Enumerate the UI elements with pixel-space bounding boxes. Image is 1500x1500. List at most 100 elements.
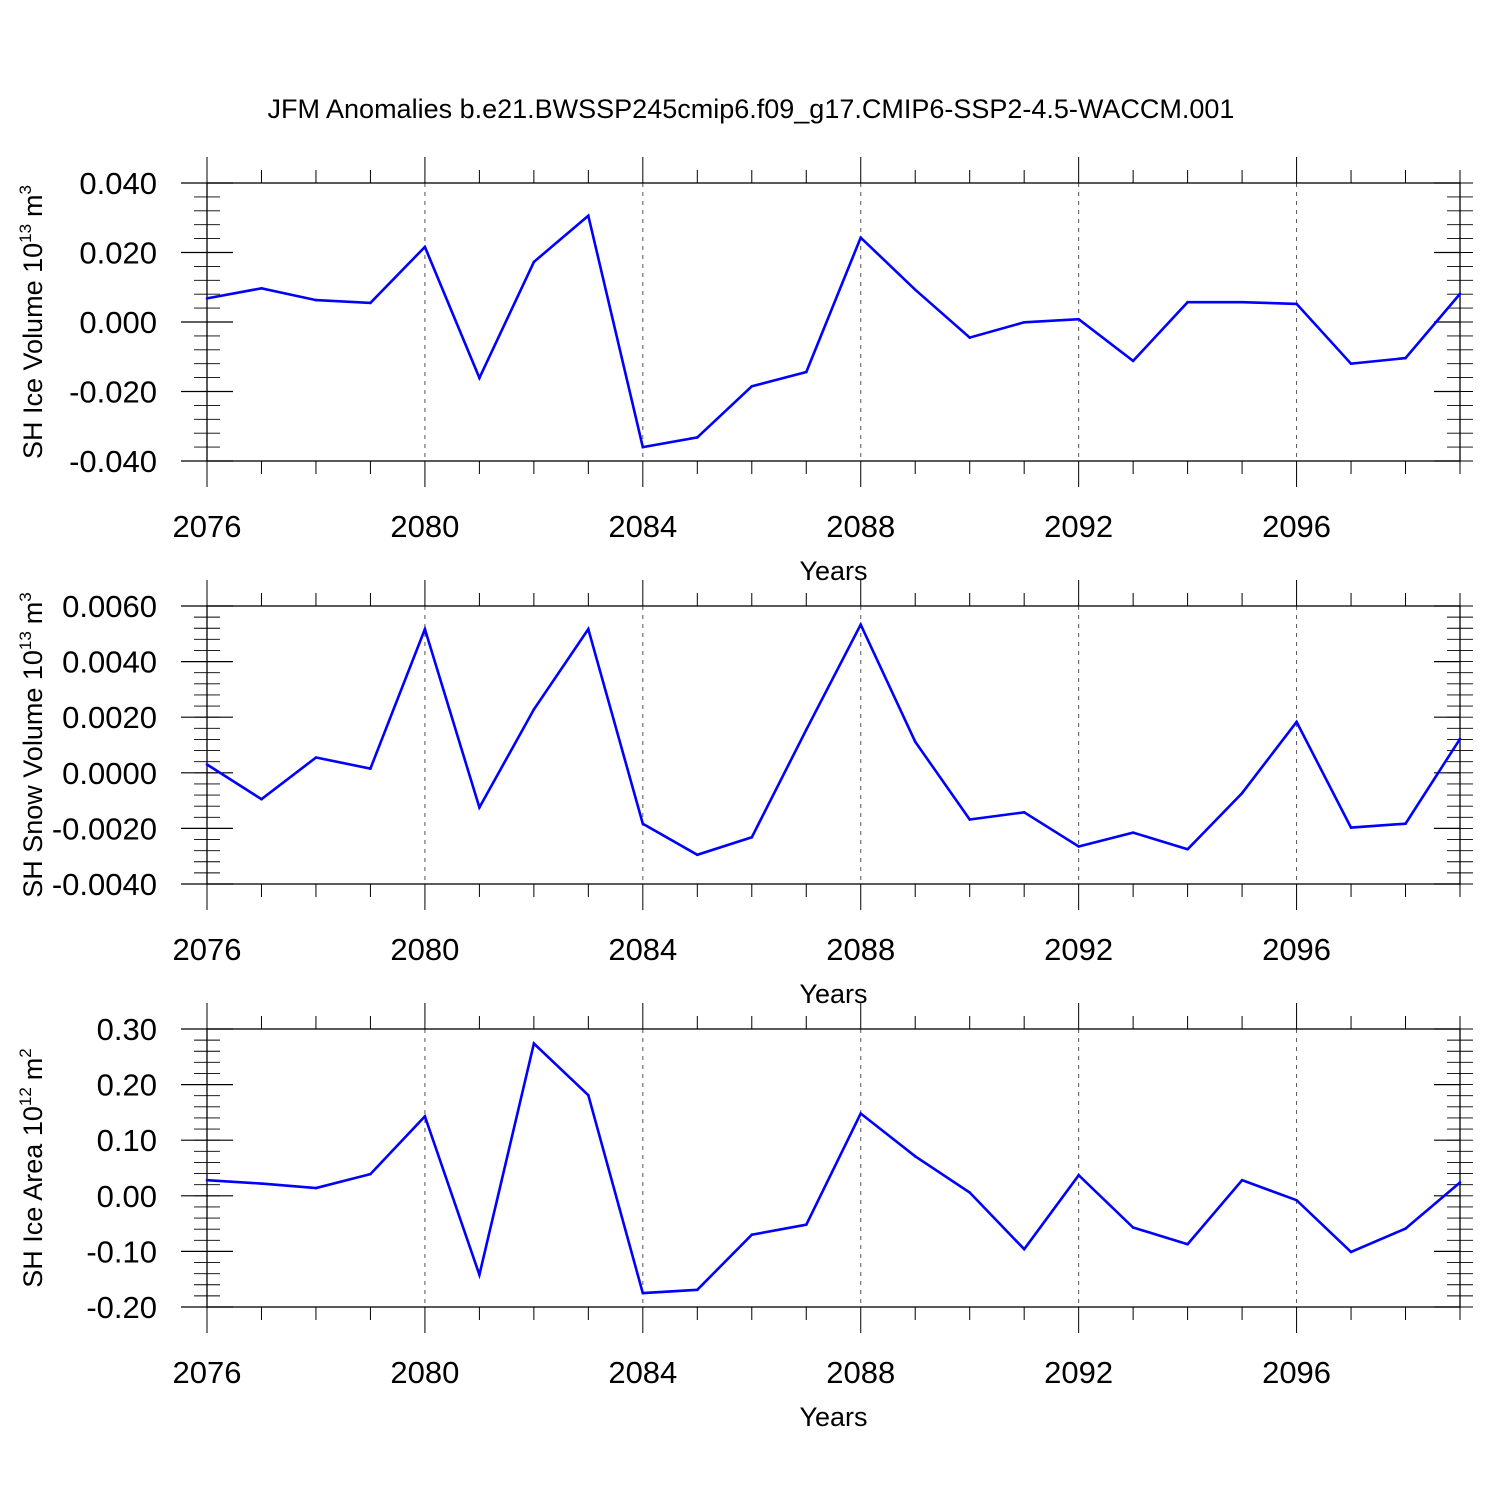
panel-snow-volume: -0.0040 -0.0020 0.0000 0.0020 0.0040 0.0060 20… <box>16 580 1473 1009</box>
data-point <box>260 286 263 290</box>
series-line <box>206 1040 1461 1295</box>
x-tick-label: 2096 <box>1262 509 1331 544</box>
data-point <box>859 623 863 626</box>
data-point <box>1131 831 1135 834</box>
y-tick-label: 0.0020 <box>62 700 157 735</box>
data-point <box>369 301 372 305</box>
y-axis-label-unit-exponent: 3 <box>16 185 35 194</box>
y-tick-label: 0.0060 <box>62 589 157 624</box>
data-point <box>1458 1181 1462 1184</box>
y-axis-label: SH Snow Volume 1013 m3 <box>16 592 48 898</box>
data-point <box>587 1093 590 1097</box>
y-axis-label: SH Ice Volume 1013 m3 <box>16 185 48 459</box>
data-point <box>696 853 699 857</box>
data-point <box>1404 356 1407 360</box>
panel-ice-volume: -0.040 -0.020 0.000 0.020 0.040 2076 2080 2084 2… <box>16 157 1473 586</box>
data-point <box>859 236 863 239</box>
y-tick-label: 0.020 <box>79 236 157 271</box>
data-point <box>696 436 699 439</box>
x-tick-label: 2088 <box>826 932 895 967</box>
data-point <box>913 1155 917 1158</box>
plot-frame <box>206 182 1461 462</box>
x-axis-label: Years <box>799 1402 867 1432</box>
data-point <box>750 835 754 839</box>
data-point <box>968 818 971 821</box>
x-tick-label: 2092 <box>1044 509 1113 544</box>
data-point <box>968 1191 971 1194</box>
y-axis-label-exponent: 12 <box>16 1087 35 1106</box>
data-point <box>423 245 427 249</box>
x-tick-label: 2096 <box>1262 1355 1331 1390</box>
y-tick-label: 0.20 <box>97 1068 157 1103</box>
data-point <box>1131 359 1135 363</box>
data-point <box>804 1223 808 1227</box>
data-point <box>369 1172 372 1176</box>
data-point <box>641 822 645 825</box>
data-point <box>1186 300 1189 304</box>
data-point <box>478 806 481 809</box>
x-axis-label: Years <box>799 979 867 1009</box>
data-point <box>1022 1247 1026 1251</box>
data-point <box>423 1114 427 1118</box>
data-point <box>205 297 209 300</box>
y-tick-label: 0.000 <box>79 305 157 340</box>
y-tick-label: 0.040 <box>79 166 157 201</box>
figure-title: JFM Anomalies b.e21.BWSSP245cmip6.f09_g1… <box>268 94 1235 124</box>
y-tick-label: 0.0040 <box>62 645 157 680</box>
y-tick-label: -0.020 <box>69 375 157 410</box>
data-point <box>1295 720 1298 724</box>
data-point <box>641 445 645 449</box>
x-tick-label: 2084 <box>608 509 677 544</box>
data-point <box>1186 847 1189 851</box>
data-point <box>532 260 536 264</box>
y-tick-label: 0.10 <box>97 1123 157 1158</box>
data-point <box>205 763 209 766</box>
panel-ice-area: -0.20 -0.10 0.00 0.10 0.20 0.30 2076 2080 2084 20… <box>16 1003 1473 1432</box>
data-point <box>1077 1173 1080 1177</box>
data-point <box>1404 1227 1407 1230</box>
data-point <box>804 728 808 732</box>
y-axis-label-exponent: 13 <box>16 224 35 243</box>
x-tick-label: 2096 <box>1262 932 1331 967</box>
data-point <box>1404 822 1407 825</box>
data-point <box>205 1178 209 1182</box>
x-tick-label: 2080 <box>390 509 459 544</box>
data-point <box>1295 302 1298 306</box>
data-point <box>1458 737 1462 741</box>
y-tick-label: -0.0040 <box>52 867 157 902</box>
y-axis-label-unit-exponent: 2 <box>16 1048 35 1057</box>
data-point <box>641 1291 645 1295</box>
y-axis-label-text: SH Ice Volume 10 <box>18 243 48 459</box>
data-point <box>1186 1242 1189 1246</box>
data-point <box>1131 1226 1135 1229</box>
x-tick-label: 2076 <box>173 509 242 544</box>
data-point <box>1240 791 1244 795</box>
data-point <box>859 1112 863 1115</box>
data-point <box>369 767 372 770</box>
y-tick-label: -0.040 <box>69 444 157 479</box>
data-point <box>587 627 590 631</box>
data-point <box>532 1042 536 1045</box>
data-point <box>1077 317 1080 321</box>
data-point <box>260 1182 263 1185</box>
x-tick-label: 2092 <box>1044 932 1113 967</box>
x-tick-label: 2080 <box>390 932 459 967</box>
y-axis-label-unit-exponent: 3 <box>16 592 35 601</box>
series-line <box>206 213 1461 449</box>
data-point <box>1349 826 1353 829</box>
y-tick-label: -0.20 <box>86 1290 157 1325</box>
x-tick-label: 2080 <box>390 1355 459 1390</box>
plot-frame <box>206 1028 1461 1308</box>
data-point <box>314 756 318 759</box>
y-axis-label-unit: m <box>18 602 48 625</box>
data-point <box>260 797 263 801</box>
y-axis-label-text: SH Snow Volume 10 <box>18 650 48 898</box>
data-point <box>968 336 971 339</box>
data-point <box>696 1288 699 1292</box>
y-axis-label-exponent: 13 <box>16 631 35 650</box>
data-point <box>1349 1250 1353 1254</box>
data-point <box>587 214 590 217</box>
x-axis-label: Years <box>799 556 867 586</box>
y-tick-label: 0.30 <box>97 1012 157 1047</box>
